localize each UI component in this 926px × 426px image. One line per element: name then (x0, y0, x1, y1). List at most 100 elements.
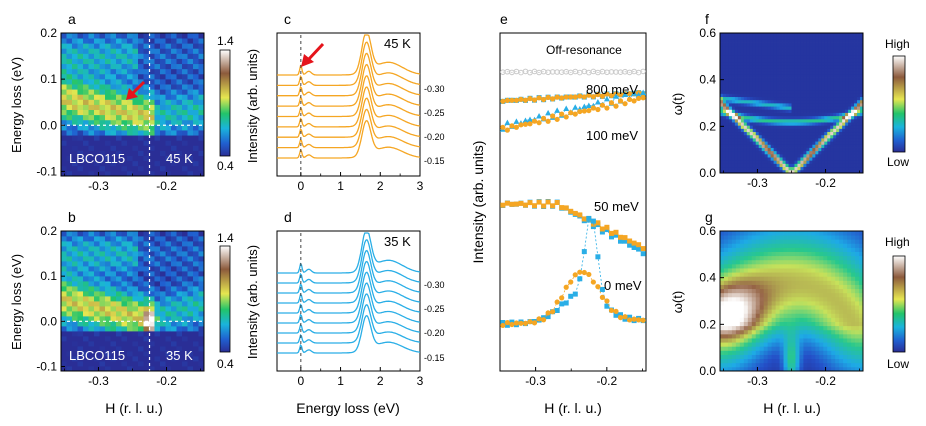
cut-50mev-orange-point (513, 201, 519, 207)
heatmap-g-cell (823, 251, 828, 257)
heatmap-g-cell (771, 235, 777, 240)
colorbar-b-min: 0.4 (217, 357, 234, 371)
heatmap-f-cell (782, 150, 786, 155)
heatmap-g-cell (827, 239, 832, 244)
heatmap-g-cell (799, 284, 804, 290)
heatmap-g-cell (751, 350, 757, 355)
heatmap-f-cell (818, 166, 822, 171)
heatmap-f-cell (764, 112, 769, 117)
heatmap-f-cell (749, 144, 754, 148)
heatmap-f-cell (851, 118, 855, 123)
heatmap-b-cell (176, 266, 183, 272)
heatmap-a-cell (61, 155, 67, 162)
heatmap-f-cell (785, 48, 789, 53)
heatmap-f-cell (779, 45, 783, 50)
heatmap-f-cell (812, 39, 816, 43)
heatmap-g-cell (771, 301, 777, 306)
heatmap-a-cell (171, 43, 177, 49)
heatmap-f-cell (776, 106, 780, 110)
heatmap-f-cell (797, 74, 801, 78)
heatmap-a-cell (154, 43, 161, 49)
heatmap-f-cell (848, 90, 852, 94)
heatmap-g-cell (827, 259, 832, 265)
heatmap-g-cell (727, 288, 733, 294)
heatmap-f-cell (833, 169, 837, 174)
heatmap-b-cell (154, 261, 161, 267)
heatmap-f-cell (857, 87, 861, 91)
red-arrow-a (126, 80, 146, 100)
heatmap-f-cell (776, 48, 780, 53)
heatmap-g-cell (787, 321, 792, 327)
heatmap-g-cell (759, 317, 765, 322)
heatmap-f-cell (860, 64, 864, 69)
heatmap-g-cell (791, 296, 796, 302)
heatmap-g-cell (819, 239, 824, 244)
heatmap-f-cell (746, 163, 751, 168)
heatmap-f-cell (845, 39, 849, 43)
heatmap-g-cell (739, 338, 745, 343)
heatmap-a-cell (94, 38, 100, 44)
heatmap-f-cell (833, 39, 837, 43)
heatmap-b-cell (110, 336, 117, 342)
heatmap-f-cell (755, 125, 760, 129)
heatmap-a-cell (160, 119, 166, 126)
heatmap-g-cell (747, 350, 753, 355)
heatmap-a-cell (66, 145, 73, 151)
heatmap-f-cell (800, 68, 804, 72)
heatmap-b-cell (138, 341, 144, 347)
heatmap-a-cell (176, 38, 183, 44)
heatmap-b-cell (127, 311, 133, 317)
heatmap-a-cell (138, 58, 144, 65)
heatmap-f-cell (803, 103, 807, 107)
heatmap-b-cell (154, 366, 161, 372)
heatmap-g-cell (743, 268, 749, 273)
heatmap-f-cell (782, 96, 786, 101)
heatmap-b-cell (154, 316, 161, 322)
heatmap-a-cell (154, 78, 161, 85)
heatmap-f-cell (851, 157, 855, 161)
heatmap-b-cell (110, 281, 117, 287)
heatmap-f-cell (758, 48, 763, 53)
heatmap-f-cell (776, 169, 780, 174)
heatmap-f-cell (743, 122, 748, 126)
heatmap-b-cell (110, 346, 117, 352)
heatmap-f-cell (842, 141, 846, 145)
heatmap-a-cell (198, 130, 205, 136)
heatmap-a-cell (193, 109, 199, 116)
heatmap-g-cell (775, 251, 780, 257)
temperature-label-b: 35 K (166, 348, 193, 363)
heatmap-a-cell (116, 104, 122, 111)
heatmap-b-cell (198, 361, 205, 367)
heatmap-f-cell (720, 36, 724, 40)
heatmap-f-cell (773, 58, 778, 63)
heatmap-a-cell (83, 48, 89, 54)
heatmap-f-cell (755, 74, 760, 78)
heatmap-g-cell (727, 292, 733, 298)
heatmap-a-cell (121, 94, 128, 100)
heatmap-a-cell (99, 170, 106, 177)
heatmap-f-cell (749, 42, 754, 47)
heatmap-a-cell (187, 63, 194, 70)
heatmap-g-cell (827, 342, 832, 347)
heatmap-g-cell (731, 354, 737, 360)
heatmap-f-cell (776, 125, 780, 129)
heatmap-f-cell (761, 52, 766, 56)
heatmap-g-cell (720, 239, 725, 244)
heatmap-f-cell (752, 36, 757, 40)
heatmap-f-cell (752, 122, 757, 126)
heatmap-f-cell (788, 166, 792, 171)
heatmap-a-cell (88, 150, 95, 156)
heatmap-b-cell (171, 251, 177, 257)
heatmap-b-cell (72, 291, 78, 297)
cut-50mev-blue-point (618, 238, 623, 244)
heatmap-f-cell (782, 36, 786, 40)
panel-e: e Off-resonance 800 meV 100 meV 50 meV 0… (470, 11, 647, 416)
heatmap-f-cell (767, 169, 772, 174)
heatmap-f-cell (785, 112, 789, 117)
heatmap-f-cell (764, 77, 769, 82)
heatmap-g-cell (747, 259, 753, 265)
heatmap-g-cell (799, 296, 804, 302)
heatmap-b-cell (198, 301, 205, 307)
heatmap-b-cell (138, 266, 144, 272)
heatmap-b-cell (171, 246, 177, 252)
